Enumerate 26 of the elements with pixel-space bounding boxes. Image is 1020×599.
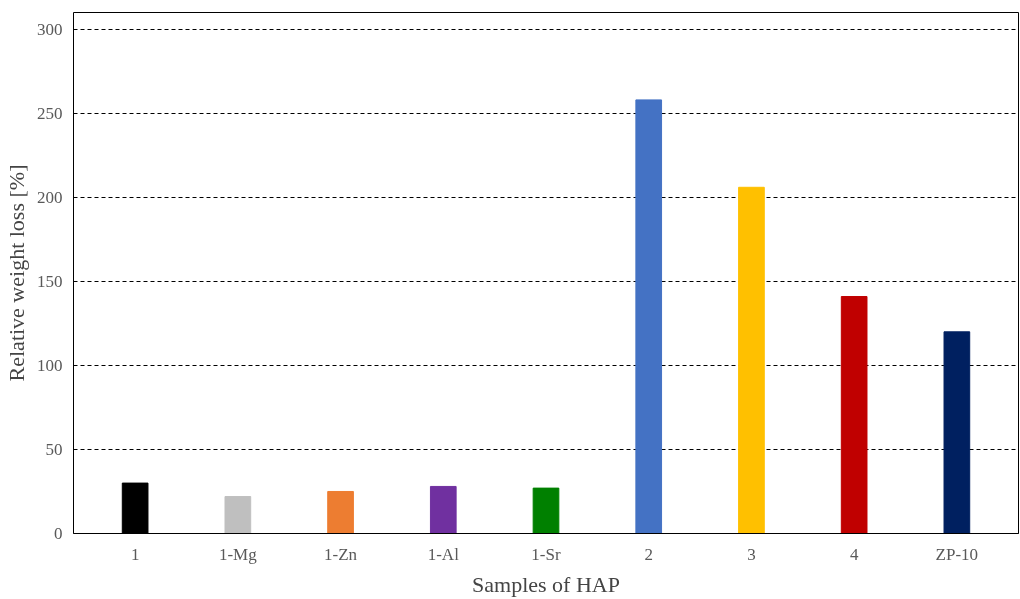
y-tick-label: 150 bbox=[37, 271, 63, 291]
y-tick-label: 250 bbox=[37, 103, 63, 123]
x-tick-label: 4 bbox=[849, 544, 859, 564]
x-tick-label: 3 bbox=[747, 544, 756, 564]
bar bbox=[327, 490, 354, 534]
y-axis-title: Relative weight loss [%] bbox=[4, 164, 29, 382]
y-tick-label: 200 bbox=[37, 187, 63, 207]
bar bbox=[738, 186, 765, 534]
x-tick-label: 1-Sr bbox=[531, 544, 561, 564]
x-tick-label: ZP-10 bbox=[935, 544, 979, 564]
x-tick-label: 1-Zn bbox=[324, 544, 358, 564]
bar bbox=[224, 496, 252, 534]
bar bbox=[840, 296, 868, 534]
y-tick-label: 300 bbox=[37, 19, 63, 39]
bar bbox=[532, 487, 560, 534]
x-tick-label: 1 bbox=[130, 544, 140, 564]
x-tick-label: 2 bbox=[644, 544, 653, 564]
y-tick-label: 100 bbox=[37, 355, 63, 375]
bar bbox=[943, 331, 971, 534]
y-tick-label: 50 bbox=[45, 439, 63, 459]
y-tick-label: 0 bbox=[54, 524, 63, 543]
x-tick-label: 1-Mg bbox=[218, 544, 258, 564]
bar bbox=[429, 485, 457, 534]
bar bbox=[635, 99, 663, 534]
x-tick-label: 1-Al bbox=[427, 544, 460, 564]
x-axis-title: Samples of HAP bbox=[472, 571, 620, 597]
